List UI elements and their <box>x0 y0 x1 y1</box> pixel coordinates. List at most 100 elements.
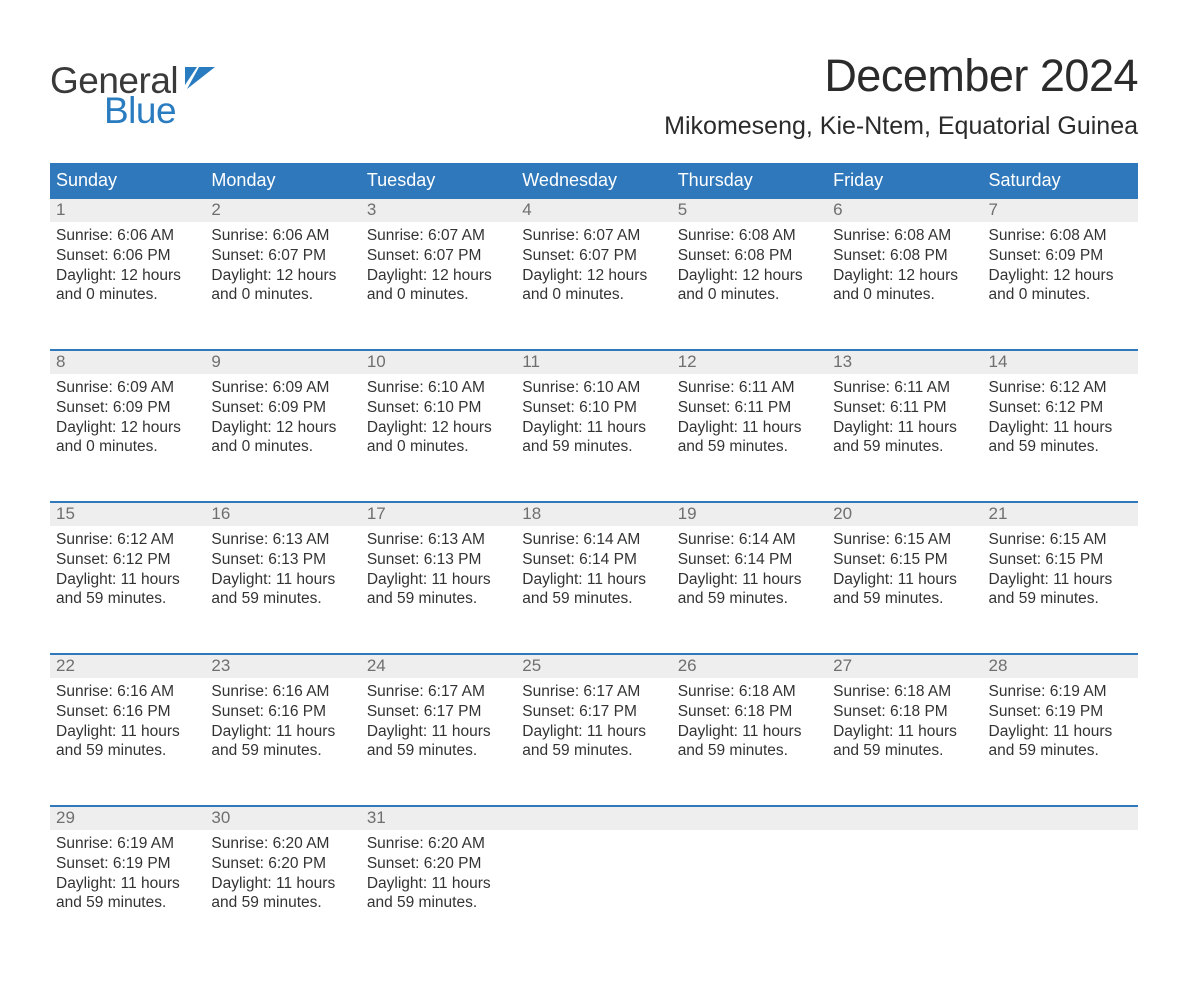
flag-icon <box>185 67 215 96</box>
sunset-text: Sunset: 6:18 PM <box>678 702 821 722</box>
dl2-text: and 59 minutes. <box>56 589 199 609</box>
day-cell: Sunrise: 6:16 AMSunset: 6:16 PMDaylight:… <box>205 678 360 806</box>
sunset-text: Sunset: 6:08 PM <box>678 246 821 266</box>
day-number-cell: 11 <box>516 350 671 374</box>
sunrise-text: Sunrise: 6:16 AM <box>56 682 199 702</box>
day-cell: Sunrise: 6:12 AMSunset: 6:12 PMDaylight:… <box>983 374 1138 502</box>
dl1-text: Daylight: 11 hours <box>989 418 1132 438</box>
dl1-text: Daylight: 11 hours <box>833 570 976 590</box>
dl1-text: Daylight: 12 hours <box>56 418 199 438</box>
sunset-text: Sunset: 6:16 PM <box>56 702 199 722</box>
day-number-row: 891011121314 <box>50 350 1138 374</box>
dl2-text: and 0 minutes. <box>56 285 199 305</box>
weekday-header: Saturday <box>983 164 1138 198</box>
dl1-text: Daylight: 11 hours <box>678 722 821 742</box>
dl1-text: Daylight: 11 hours <box>522 418 665 438</box>
sunset-text: Sunset: 6:07 PM <box>367 246 510 266</box>
dl1-text: Daylight: 11 hours <box>833 722 976 742</box>
day-cell: Sunrise: 6:06 AMSunset: 6:06 PMDaylight:… <box>50 222 205 350</box>
sunrise-text: Sunrise: 6:12 AM <box>56 530 199 550</box>
dl1-text: Daylight: 12 hours <box>367 266 510 286</box>
day-body: Sunrise: 6:15 AMSunset: 6:15 PMDaylight:… <box>983 526 1138 615</box>
sunset-text: Sunset: 6:09 PM <box>989 246 1132 266</box>
dl2-text: and 0 minutes. <box>989 285 1132 305</box>
dl1-text: Daylight: 11 hours <box>367 874 510 894</box>
day-body: Sunrise: 6:09 AMSunset: 6:09 PMDaylight:… <box>50 374 205 463</box>
day-number-cell: 13 <box>827 350 982 374</box>
day-cell: Sunrise: 6:13 AMSunset: 6:13 PMDaylight:… <box>205 526 360 654</box>
sunrise-text: Sunrise: 6:14 AM <box>678 530 821 550</box>
day-cell: Sunrise: 6:15 AMSunset: 6:15 PMDaylight:… <box>827 526 982 654</box>
sunrise-text: Sunrise: 6:15 AM <box>989 530 1132 550</box>
day-body: Sunrise: 6:20 AMSunset: 6:20 PMDaylight:… <box>361 830 516 919</box>
day-number-cell: 23 <box>205 654 360 678</box>
weekday-header: Tuesday <box>361 164 516 198</box>
dl1-text: Daylight: 12 hours <box>522 266 665 286</box>
dl1-text: Daylight: 12 hours <box>56 266 199 286</box>
day-body: Sunrise: 6:06 AMSunset: 6:07 PMDaylight:… <box>205 222 360 311</box>
sunset-text: Sunset: 6:10 PM <box>522 398 665 418</box>
day-cell: Sunrise: 6:08 AMSunset: 6:09 PMDaylight:… <box>983 222 1138 350</box>
dl2-text: and 59 minutes. <box>989 437 1132 457</box>
day-body-row: Sunrise: 6:09 AMSunset: 6:09 PMDaylight:… <box>50 374 1138 502</box>
day-body-row: Sunrise: 6:16 AMSunset: 6:16 PM Daylight:… <box>50 678 1138 806</box>
day-body: Sunrise: 6:11 AMSunset: 6:11 PMDaylight:… <box>672 374 827 463</box>
day-cell: Sunrise: 6:16 AMSunset: 6:16 PMDaylight:… <box>50 678 205 806</box>
day-number-cell: 4 <box>516 198 671 222</box>
sunrise-text: Sunrise: 6:13 AM <box>367 530 510 550</box>
sunrise-text: Sunrise: 6:15 AM <box>833 530 976 550</box>
dl2-text: and 59 minutes. <box>522 589 665 609</box>
day-cell: Sunrise: 6:11 AMSunset: 6:11 PMDaylight:… <box>672 374 827 502</box>
day-cell: Sunrise: 6:10 AMSunset: 6:10 PMDaylight:… <box>516 374 671 502</box>
dl2-text: and 59 minutes. <box>56 741 199 761</box>
day-body: Sunrise: 6:13 AMSunset: 6:13 PMDaylight:… <box>361 526 516 615</box>
day-body: Sunrise: 6:12 AMSunset: 6:12 PMDaylight:… <box>50 526 205 615</box>
day-number-cell: 26 <box>672 654 827 678</box>
sunset-text: Sunset: 6:15 PM <box>833 550 976 570</box>
weekday-header: Monday <box>205 164 360 198</box>
sunrise-text: Sunrise: 6:11 AM <box>833 378 976 398</box>
sunset-text: Sunset: 6:20 PM <box>211 854 354 874</box>
sunset-text: Sunset: 6:20 PM <box>367 854 510 874</box>
sunset-text: Sunset: 6:11 PM <box>833 398 976 418</box>
day-body: Sunrise: 6:07 AMSunset: 6:07 PMDaylight:… <box>361 222 516 311</box>
sunset-text: Sunset: 6:06 PM <box>56 246 199 266</box>
sunrise-text: Sunrise: 6:20 AM <box>211 834 354 854</box>
day-number-cell: 8 <box>50 350 205 374</box>
dl2-text: and 59 minutes. <box>678 589 821 609</box>
day-body: Sunrise: 6:10 AMSunset: 6:10 PMDaylight:… <box>516 374 671 463</box>
day-number-cell <box>827 806 982 830</box>
dl2-text: and 59 minutes. <box>989 741 1132 761</box>
day-body: Sunrise: 6:08 AMSunset: 6:09 PMDaylight:… <box>983 222 1138 311</box>
day-body: Sunrise: 6:17 AMSunset: 6:17 PMDaylight:… <box>361 678 516 767</box>
dl1-text: Daylight: 11 hours <box>678 418 821 438</box>
day-body: Sunrise: 6:13 AMSunset: 6:13 PMDaylight:… <box>205 526 360 615</box>
day-number-row: 15161718192021 <box>50 502 1138 526</box>
day-body: Sunrise: 6:17 AMSunset: 6:17 PMDaylight:… <box>516 678 671 767</box>
sunset-text: Sunset: 6:14 PM <box>678 550 821 570</box>
day-number-cell: 3 <box>361 198 516 222</box>
location: Mikomeseng, Kie-Ntem, Equatorial Guinea <box>664 112 1138 141</box>
sunset-text: Sunset: 6:19 PM <box>989 702 1132 722</box>
dl1-text: Daylight: 11 hours <box>367 722 510 742</box>
sunrise-text: Sunrise: 6:10 AM <box>522 378 665 398</box>
dl2-text: and 0 minutes. <box>522 285 665 305</box>
day-body: Sunrise: 6:10 AMSunset: 6:10 PMDaylight:… <box>361 374 516 463</box>
sunrise-text: Sunrise: 6:11 AM <box>678 378 821 398</box>
dl1-text: Daylight: 11 hours <box>211 874 354 894</box>
day-cell: Sunrise: 6:08 AMSunset: 6:08 PMDaylight:… <box>827 222 982 350</box>
dl2-text: and 59 minutes. <box>989 589 1132 609</box>
dl2-text: and 0 minutes. <box>367 285 510 305</box>
day-number-cell: 2 <box>205 198 360 222</box>
dl1-text: Daylight: 12 hours <box>989 266 1132 286</box>
sunset-text: Sunset: 6:10 PM <box>367 398 510 418</box>
sunset-text: Sunset: 6:13 PM <box>211 550 354 570</box>
day-number-cell <box>672 806 827 830</box>
day-number-row: 22232425262728 <box>50 654 1138 678</box>
sunset-text: Sunset: 6:13 PM <box>367 550 510 570</box>
day-number-cell: 27 <box>827 654 982 678</box>
day-body: Sunrise: 6:08 AMSunset: 6:08 PMDaylight:… <box>827 222 982 311</box>
sunrise-text: Sunrise: 6:08 AM <box>833 226 976 246</box>
dl1-text: Daylight: 12 hours <box>367 418 510 438</box>
dl2-text: and 59 minutes. <box>833 741 976 761</box>
